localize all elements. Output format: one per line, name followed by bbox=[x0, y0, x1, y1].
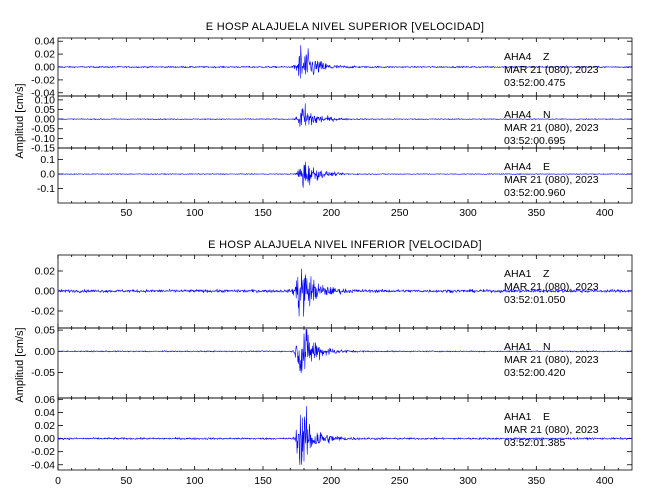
y-tick-label: -0.05 bbox=[31, 367, 55, 379]
annotation-component: Z bbox=[543, 268, 550, 280]
annotation-component: N bbox=[543, 109, 551, 121]
y-axis-label: Amplitud [cm/s] bbox=[14, 83, 26, 158]
annotation-component: E bbox=[543, 411, 550, 423]
annotation-date: MAR 21 (080), 2023 bbox=[504, 64, 599, 76]
y-tick-label: 0.05 bbox=[35, 325, 56, 337]
annotation-time: 03:52:01.050 bbox=[504, 294, 565, 306]
x-tick-label: 100 bbox=[186, 475, 204, 487]
y-tick-label: -0.05 bbox=[31, 123, 55, 135]
y-tick-label: 0.0 bbox=[40, 169, 55, 181]
y-tick-label: -0.02 bbox=[31, 74, 55, 86]
x-tick-label: 400 bbox=[596, 475, 614, 487]
annotation-date: MAR 21 (080), 2023 bbox=[504, 424, 599, 436]
annotation-time: 03:52:01.385 bbox=[504, 437, 565, 449]
trace-AHA4-N bbox=[57, 103, 633, 127]
x-tick-label: 0 bbox=[55, 475, 61, 487]
annotation-station: AHA4 bbox=[504, 161, 532, 173]
annotation-station: AHA1 bbox=[504, 268, 532, 280]
y-tick-label: 0.00 bbox=[35, 114, 56, 126]
figure-title: E HOSP ALAJUELA NIVEL INFERIOR [VELOCIDA… bbox=[208, 239, 482, 251]
x-tick-label: 150 bbox=[254, 475, 272, 487]
y-tick-label: 0.05 bbox=[35, 104, 56, 116]
y-axis-label: Amplitud [cm/s] bbox=[14, 327, 26, 402]
x-tick-label: 350 bbox=[528, 475, 546, 487]
x-tick-label: 150 bbox=[254, 207, 272, 219]
annotation-station: AHA4 bbox=[504, 51, 532, 63]
x-tick-label: 300 bbox=[459, 207, 477, 219]
annotation-date: MAR 21 (080), 2023 bbox=[504, 122, 599, 134]
x-tick-label: 50 bbox=[120, 207, 132, 219]
y-tick-label: -0.1 bbox=[37, 183, 55, 195]
annotation-date: MAR 21 (080), 2023 bbox=[504, 354, 599, 366]
x-tick-label: 100 bbox=[186, 207, 204, 219]
x-tick-label: 250 bbox=[391, 475, 409, 487]
y-tick-label: 0.04 bbox=[35, 407, 56, 419]
y-tick-label: 0.02 bbox=[35, 266, 56, 278]
trace-AHA1-E bbox=[57, 405, 633, 466]
y-tick-label: 0.00 bbox=[35, 286, 56, 298]
trace-AHA4-Z bbox=[57, 45, 633, 79]
y-tick-label: 0.04 bbox=[35, 36, 56, 48]
annotation-time: 03:52:00.960 bbox=[504, 187, 565, 199]
y-tick-label: -0.02 bbox=[31, 446, 55, 458]
annotation-component: N bbox=[543, 341, 551, 353]
trace-AHA1-Z bbox=[57, 268, 633, 317]
figure-1: E HOSP ALAJUELA NIVEL SUPERIOR [VELOCIDA… bbox=[14, 21, 633, 219]
annotation-time: 03:52:00.475 bbox=[504, 77, 565, 89]
x-tick-label: 300 bbox=[459, 475, 477, 487]
x-tick-label: 250 bbox=[391, 207, 409, 219]
annotation-station: AHA4 bbox=[504, 109, 532, 121]
x-tick-label: 350 bbox=[528, 207, 546, 219]
y-tick-label: 0.00 bbox=[35, 346, 56, 358]
y-tick-label: -0.10 bbox=[31, 133, 55, 145]
y-tick-label: 0.1 bbox=[40, 154, 55, 166]
y-tick-label: 0.02 bbox=[35, 49, 56, 61]
trace-AHA4-E bbox=[57, 161, 633, 188]
y-tick-label: -0.02 bbox=[31, 306, 55, 318]
figure-2: E HOSP ALAJUELA NIVEL INFERIOR [VELOCIDA… bbox=[14, 239, 633, 487]
y-tick-label: -0.04 bbox=[31, 87, 55, 99]
figure-title: E HOSP ALAJUELA NIVEL SUPERIOR [VELOCIDA… bbox=[206, 21, 485, 33]
annotation-station: AHA1 bbox=[504, 341, 532, 353]
x-tick-label: 50 bbox=[120, 475, 132, 487]
x-tick-label: 400 bbox=[596, 207, 614, 219]
y-tick-label: 0.06 bbox=[35, 394, 56, 406]
annotation-date: MAR 21 (080), 2023 bbox=[504, 174, 599, 186]
y-tick-label: 0.00 bbox=[35, 62, 56, 74]
y-tick-label: -0.04 bbox=[31, 459, 55, 471]
annotation-component: Z bbox=[543, 51, 550, 63]
annotation-time: 03:52:00.695 bbox=[504, 135, 565, 147]
y-tick-label: 0.02 bbox=[35, 420, 56, 432]
x-tick-label: 200 bbox=[323, 207, 341, 219]
y-tick-label: 0.10 bbox=[35, 94, 56, 106]
y-tick-label: 0.00 bbox=[35, 433, 56, 445]
trace-AHA1-N bbox=[57, 328, 633, 374]
annotation-date: MAR 21 (080), 2023 bbox=[504, 281, 599, 293]
annotation-time: 03:52:00.420 bbox=[504, 367, 565, 379]
annotation-component: E bbox=[543, 161, 550, 173]
x-tick-label: 200 bbox=[323, 475, 341, 487]
annotation-station: AHA1 bbox=[504, 411, 532, 423]
y-tick-label: -0.15 bbox=[31, 143, 55, 155]
